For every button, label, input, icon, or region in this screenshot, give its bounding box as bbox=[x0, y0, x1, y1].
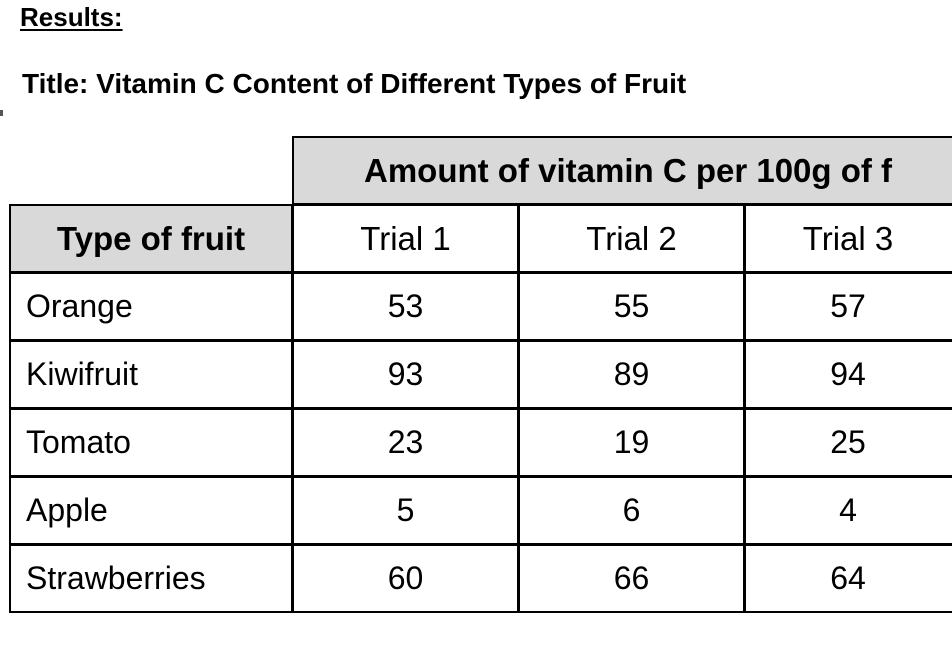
table-row-label: Apple bbox=[9, 476, 293, 545]
results-heading: Results: bbox=[20, 2, 123, 32]
table-cell-value: 4 bbox=[839, 492, 857, 528]
table-row-label: Orange bbox=[9, 272, 293, 341]
table-cell: 23 bbox=[292, 408, 519, 477]
edge-mark bbox=[0, 110, 3, 116]
table-cell-value: 64 bbox=[830, 560, 866, 596]
table-cell: 93 bbox=[292, 340, 519, 409]
column-header-trial-1: Trial 1 bbox=[292, 204, 519, 273]
table-row-label: Tomato bbox=[9, 408, 293, 477]
table-cell: 53 bbox=[292, 272, 519, 341]
table-row-label: Strawberries bbox=[9, 544, 293, 613]
table-cell: 6 bbox=[518, 476, 745, 545]
table-cell: 66 bbox=[518, 544, 745, 613]
table-cell: 25 bbox=[744, 408, 952, 477]
table-cell: 5 bbox=[292, 476, 519, 545]
table-cell-value: 57 bbox=[830, 288, 866, 324]
table-cell: 60 bbox=[292, 544, 519, 613]
table-cell-value: 94 bbox=[830, 356, 866, 392]
table-cell: 89 bbox=[518, 340, 745, 409]
table-cell: 64 bbox=[744, 544, 952, 613]
table-cell: 19 bbox=[518, 408, 745, 477]
table-cell: 57 bbox=[744, 272, 952, 341]
column-header-trial-3-label: Trial 3 bbox=[802, 219, 894, 257]
document-title: Title: Vitamin C Content of Different Ty… bbox=[22, 68, 687, 99]
table-cell-value: 25 bbox=[830, 424, 866, 460]
table-cell: 94 bbox=[744, 340, 952, 409]
row-header-cell: Type of fruit bbox=[9, 204, 293, 273]
table-cell: 4 bbox=[744, 476, 952, 545]
table-row-label: Kiwifruit bbox=[9, 340, 293, 409]
column-header-trial-2: Trial 2 bbox=[518, 204, 745, 273]
column-header-trial-3: Trial 3 bbox=[744, 204, 952, 273]
table-cell: 55 bbox=[518, 272, 745, 341]
group-header: Amount of vitamin C per 100g of f bbox=[292, 136, 952, 205]
